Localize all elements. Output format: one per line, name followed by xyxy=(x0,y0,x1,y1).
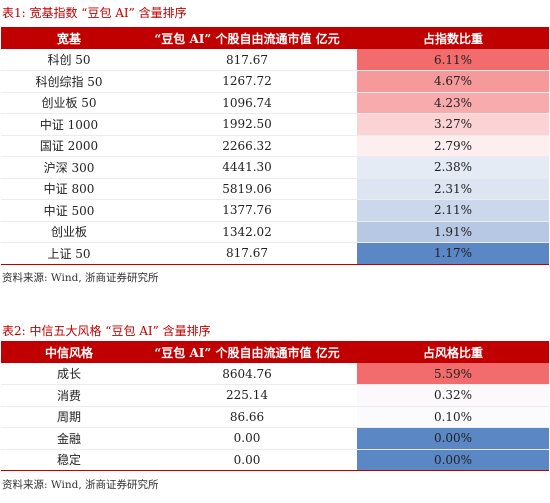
row-category: 中证 800 xyxy=(43,182,95,197)
row-weight: 6.11% xyxy=(357,49,549,71)
row-category: 周期 xyxy=(56,410,81,425)
row-market-value: 0.00 xyxy=(233,452,261,467)
table-row: 消费 225.14 0.32% xyxy=(1,384,549,406)
table2-header-market-value: “豆包 AI” 个股自由流通市值 亿元 xyxy=(154,345,340,360)
row-market-value: 1992.50 xyxy=(222,117,272,132)
row-category: 稳定 xyxy=(56,453,81,468)
row-category: 中证 500 xyxy=(43,203,95,218)
table1-caption: 表1: 宽基指数 “豆包 AI” 含量排序 xyxy=(2,6,187,20)
row-weight: 2.38% xyxy=(357,156,549,178)
table-row: 稳定 0.00 0.00% xyxy=(1,449,549,471)
row-weight: 2.11% xyxy=(357,199,549,221)
table-row: 科创综指 50 1267.72 4.67% xyxy=(1,70,549,92)
row-weight: 4.67% xyxy=(357,70,549,92)
table-row: 国证 2000 2266.32 2.79% xyxy=(1,135,549,157)
table1-header-market-value: “豆包 AI” 个股自由流通市值 亿元 xyxy=(154,31,340,46)
row-weight: 0.32% xyxy=(357,384,549,406)
table-row: 中证 500 1377.76 2.11% xyxy=(1,199,549,221)
table-row: 中证 1000 1992.50 3.27% xyxy=(1,113,549,135)
row-weight: 0.00% xyxy=(357,427,549,449)
row-market-value: 817.67 xyxy=(226,246,268,261)
table2-source: 资料来源: Wind, 浙商证券研究所 xyxy=(2,479,159,491)
row-market-value: 2266.32 xyxy=(222,138,272,153)
row-market-value: 225.14 xyxy=(226,388,268,403)
row-market-value: 1096.74 xyxy=(222,95,272,110)
row-category: 金融 xyxy=(56,431,81,446)
table1: 宽基 “豆包 AI” 个股自由流通市值 亿元 占指数比重 科创 50 817.67… xyxy=(1,27,549,265)
row-category: 消费 xyxy=(56,388,81,403)
row-weight: 2.79% xyxy=(357,135,549,157)
table2-header-category: 中信风格 xyxy=(44,345,93,360)
row-category: 沪深 300 xyxy=(43,160,95,175)
table-row: 上证 50 817.67 1.17% xyxy=(1,242,549,264)
table2: 中信风格 “豆包 AI” 个股自由流通市值 亿元 占风格比重 成长 8604.76… xyxy=(1,341,549,471)
table1-header-row: 宽基 “豆包 AI” 个股自由流通市值 亿元 占指数比重 xyxy=(1,27,549,49)
row-category: 创业板 50 xyxy=(41,96,97,111)
row-weight: 5.59% xyxy=(357,363,549,385)
table-row: 金融 0.00 0.00% xyxy=(1,427,549,449)
table-row: 创业板 50 1096.74 4.23% xyxy=(1,92,549,114)
row-weight: 1.91% xyxy=(357,221,549,243)
table-row: 创业板 1342.02 1.91% xyxy=(1,221,549,243)
row-weight: 0.10% xyxy=(357,406,549,428)
row-category: 成长 xyxy=(56,367,81,381)
row-market-value: 1377.76 xyxy=(222,203,272,218)
table-row: 中证 800 5819.06 2.31% xyxy=(1,178,549,200)
table2-header-weight: 占风格比重 xyxy=(422,345,483,360)
row-weight: 2.31% xyxy=(357,178,549,200)
table1-header-category: 宽基 xyxy=(56,31,81,46)
row-category: 上证 50 xyxy=(47,246,91,261)
row-weight: 3.27% xyxy=(357,113,549,135)
table-row: 科创 50 817.67 6.11% xyxy=(1,49,549,71)
row-market-value: 817.67 xyxy=(226,52,268,67)
row-market-value: 1342.02 xyxy=(222,224,272,239)
row-weight: 0.00% xyxy=(357,449,549,471)
table2-header-row: 中信风格 “豆包 AI” 个股自由流通市值 亿元 占风格比重 xyxy=(1,341,549,363)
row-market-value: 4441.30 xyxy=(222,160,272,175)
row-category: 创业板 xyxy=(50,225,87,240)
row-market-value: 0.00 xyxy=(233,431,261,446)
table-row: 成长 8604.76 5.59% xyxy=(1,363,549,385)
table-row: 沪深 300 4441.30 2.38% xyxy=(1,156,549,178)
row-weight: 1.17% xyxy=(357,242,549,264)
row-market-value: 8604.76 xyxy=(222,366,272,381)
row-market-value: 1267.72 xyxy=(222,74,272,89)
row-category: 科创 50 xyxy=(47,53,91,67)
table1-source: 资料来源: Wind, 浙商证券研究所 xyxy=(2,272,159,284)
row-market-value: 86.66 xyxy=(229,409,265,424)
row-category: 国证 2000 xyxy=(39,139,99,154)
row-category: 中证 1000 xyxy=(39,117,99,132)
row-weight: 4.23% xyxy=(357,92,549,114)
table1-header-weight: 占指数比重 xyxy=(422,31,483,46)
table2-caption: 表2: 中信五大风格 “豆包 AI” 含量排序 xyxy=(2,324,211,338)
row-category: 科创综指 50 xyxy=(35,74,103,89)
row-market-value: 5819.06 xyxy=(222,181,272,196)
table-row: 周期 86.66 0.10% xyxy=(1,406,549,428)
